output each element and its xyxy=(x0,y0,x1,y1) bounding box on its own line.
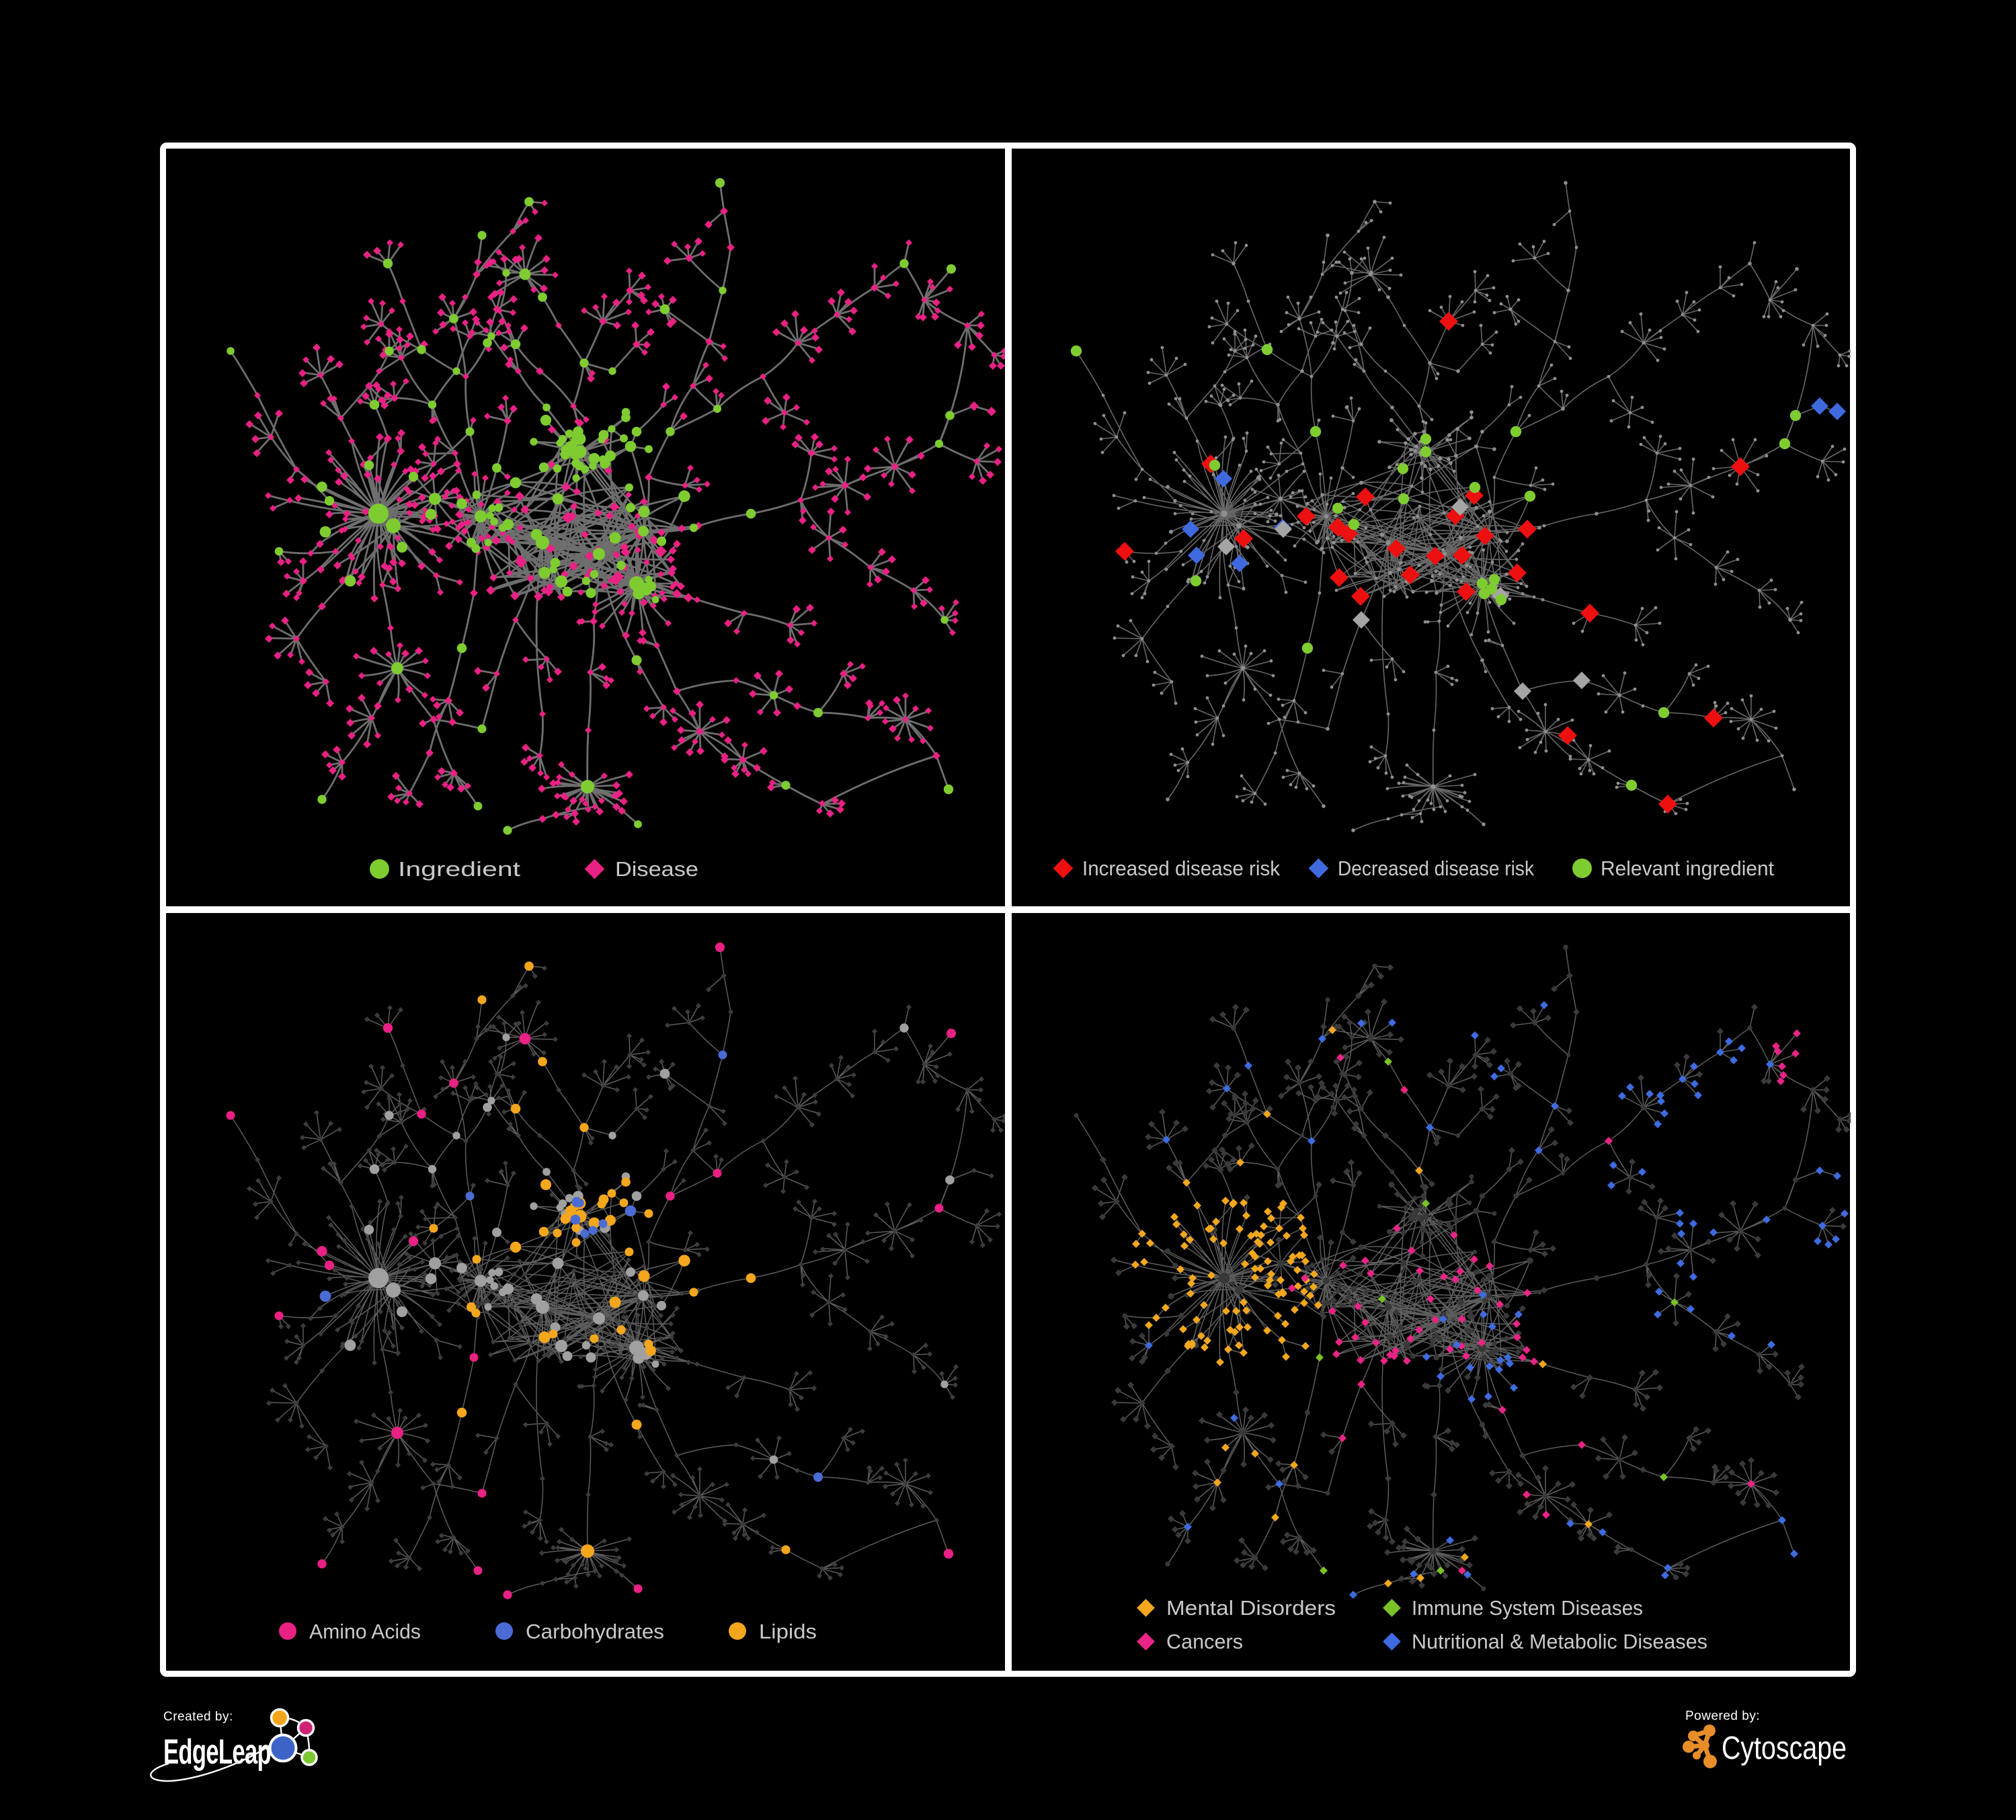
svg-text:Relevant ingredient: Relevant ingredient xyxy=(1601,857,1774,880)
svg-text:Carbohydrates: Carbohydrates xyxy=(526,1620,664,1643)
svg-text:Mental Disorders: Mental Disorders xyxy=(1166,1596,1336,1620)
svg-text:Immune System Diseases: Immune System Diseases xyxy=(1412,1596,1643,1620)
svg-text:Disease: Disease xyxy=(615,857,698,881)
svg-text:Ingredient: Ingredient xyxy=(398,857,520,881)
svg-text:Lipids: Lipids xyxy=(759,1620,817,1643)
svg-text:Increased disease risk: Increased disease risk xyxy=(1082,857,1280,880)
svg-text:Cancers: Cancers xyxy=(1166,1630,1243,1653)
svg-text:Amino Acids: Amino Acids xyxy=(309,1620,421,1643)
svg-text:Nutritional & Metabolic Diseas: Nutritional & Metabolic Diseases xyxy=(1412,1630,1707,1653)
svg-text:EdgeLeap: EdgeLeap xyxy=(163,1733,271,1772)
svg-text:Cytoscape: Cytoscape xyxy=(1722,1731,1847,1766)
svg-text:Decreased disease risk: Decreased disease risk xyxy=(1338,857,1534,880)
